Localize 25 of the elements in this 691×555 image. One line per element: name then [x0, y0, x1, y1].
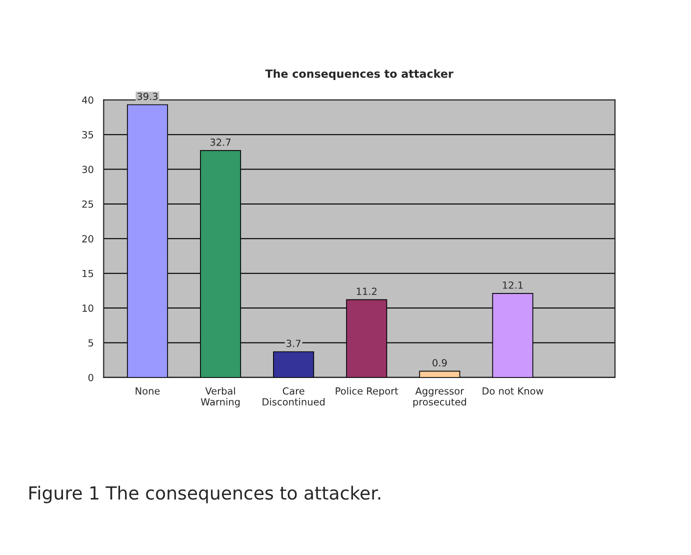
- data-label: 3.7: [286, 340, 300, 348]
- data-label: 32.7: [210, 138, 231, 146]
- y-tick-label: 35: [82, 131, 94, 138]
- y-tick-label: 5: [88, 339, 94, 347]
- data-label: 39.3: [137, 92, 158, 100]
- y-tick-label: 20: [82, 235, 94, 242]
- x-tick-label: Care Discontinued: [262, 387, 325, 406]
- data-label: 0.9: [432, 359, 447, 366]
- y-tick-label: 25: [82, 200, 94, 208]
- x-tick-label: Do not Know: [482, 387, 544, 395]
- bar: [273, 351, 314, 378]
- data-label: 11.2: [356, 288, 376, 295]
- y-tick-label: 15: [82, 270, 94, 278]
- y-tick-label: 0: [88, 374, 94, 382]
- x-tick-label: None: [136, 387, 160, 395]
- y-tick-label: 10: [82, 304, 94, 312]
- caption: Figure 1 The consequences to attacker.: [29, 486, 380, 504]
- x-tick-label: Police Report: [336, 387, 398, 397]
- data-label: 12.1: [502, 281, 523, 289]
- x-tick-label: Aggressor prosecuted: [413, 387, 466, 408]
- y-tick-label: 40: [82, 96, 94, 104]
- x-tick-label: Verbal Warning: [200, 387, 240, 408]
- bar: [419, 370, 460, 378]
- chart-title: The consequences to attacker: [265, 69, 454, 80]
- y-tick-label: 30: [82, 166, 94, 174]
